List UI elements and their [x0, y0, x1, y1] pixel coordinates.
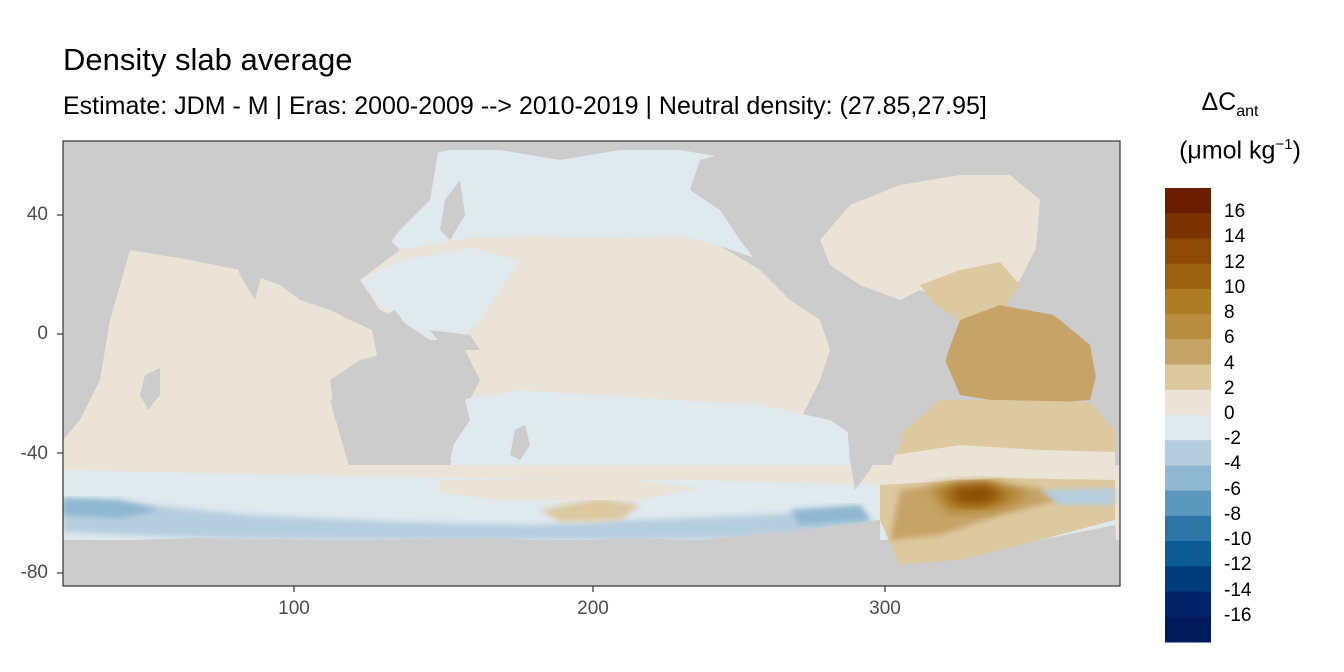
ocean-east-weddell-blue [1040, 488, 1115, 505]
legend-color-step [1165, 238, 1211, 265]
ocean-southern-band-3 [63, 498, 160, 518]
legend-colorbar [1165, 188, 1211, 643]
land-south-america [830, 295, 950, 490]
chart-subtitle: Estimate: JDM - M | Eras: 2000-2009 --> … [63, 92, 987, 120]
legend-color-step [1165, 188, 1211, 214]
legend-label: -14 [1224, 579, 1252, 601]
legend-label: 4 [1224, 352, 1235, 374]
legend-unit-text: (μmol kg [1179, 136, 1276, 165]
land-madagascar [140, 368, 160, 410]
land-asia [230, 141, 440, 300]
land-africa [63, 141, 260, 320]
legend-label: -12 [1224, 554, 1252, 576]
land-antarctica-east [880, 525, 1120, 586]
legend-color-step [1165, 314, 1211, 340]
legend-label: -4 [1224, 453, 1241, 475]
legend-label: 12 [1224, 251, 1246, 273]
legend-label: -16 [1224, 604, 1252, 626]
legend-color-step [1165, 591, 1211, 618]
legend-unit-sup: −1 [1275, 136, 1293, 153]
ocean-south-pacific-band [450, 390, 860, 470]
land-borneo [375, 310, 410, 345]
y-tick-label: -40 [20, 443, 48, 464]
ocean-north-atlantic-2 [920, 262, 1020, 320]
legend-label: -10 [1224, 529, 1252, 551]
legend-label: -2 [1224, 428, 1241, 450]
ocean-southern-band-4 [790, 505, 870, 525]
legend-color-step [1165, 288, 1211, 315]
x-tick-label: 100 [278, 598, 310, 619]
legend-color-step [1165, 213, 1211, 239]
ocean-south-atlantic-core [890, 445, 1115, 470]
ocean-southern-beige-2 [440, 478, 700, 500]
ocean-indian [63, 250, 380, 470]
legend-color-step [1165, 364, 1211, 391]
land-australia [330, 350, 470, 450]
legend-label: 14 [1224, 226, 1246, 248]
land-new-zealand [510, 425, 530, 460]
legend-color-step [1165, 515, 1211, 542]
chart-title: Density slab average [63, 42, 353, 77]
legend-label: 2 [1224, 377, 1235, 399]
legend-unit-close: ) [1292, 136, 1301, 165]
land-north-america [690, 141, 900, 300]
legend-label: -6 [1224, 478, 1241, 500]
legend-color-step [1165, 263, 1211, 290]
legend-color-step [1165, 440, 1211, 466]
legend-color-step [1165, 389, 1211, 416]
legend-color-step [1165, 415, 1211, 441]
legend-title-sub: ant [1236, 103, 1259, 120]
ocean-weddell-core [950, 484, 1005, 505]
legend-color-step [1165, 490, 1211, 517]
legend-label: 10 [1224, 276, 1246, 298]
ocean-southern-band-2 [63, 500, 880, 540]
land-india [230, 240, 270, 300]
land-west-africa [1020, 290, 1120, 410]
y-tick-label: -80 [20, 562, 48, 583]
legend-color-step [1165, 616, 1211, 643]
legend-color-step [1165, 339, 1211, 366]
land-greenland [920, 141, 1020, 175]
legend-label: 16 [1224, 201, 1246, 223]
legend-title-main: ΔC [1201, 88, 1237, 116]
legend-color-step [1165, 566, 1211, 593]
land-japan [440, 180, 465, 240]
legend-label: 6 [1224, 327, 1235, 349]
x-tick-label: 300 [869, 598, 901, 619]
land-antarctica [63, 520, 880, 586]
y-tick-label: 40 [26, 204, 48, 225]
ocean-tropical-atlantic [945, 305, 1100, 405]
ocean-southern-beige [540, 498, 640, 522]
legend-color-step [1165, 465, 1211, 492]
legend-color-step [1165, 541, 1211, 567]
land-africa-south [63, 300, 110, 440]
legend-label: 8 [1224, 302, 1235, 324]
panel-border [62, 140, 1121, 587]
legend-label: 0 [1224, 403, 1235, 424]
legend-label: -8 [1224, 503, 1241, 525]
y-tick-label: 0 [37, 323, 48, 344]
legend-unit: (μmol kg−1) [1160, 136, 1320, 165]
land-europe [1035, 150, 1120, 300]
x-tick-label: 200 [577, 598, 609, 619]
land-new-guinea [430, 330, 480, 350]
legend-title: ΔCant [1165, 88, 1295, 121]
